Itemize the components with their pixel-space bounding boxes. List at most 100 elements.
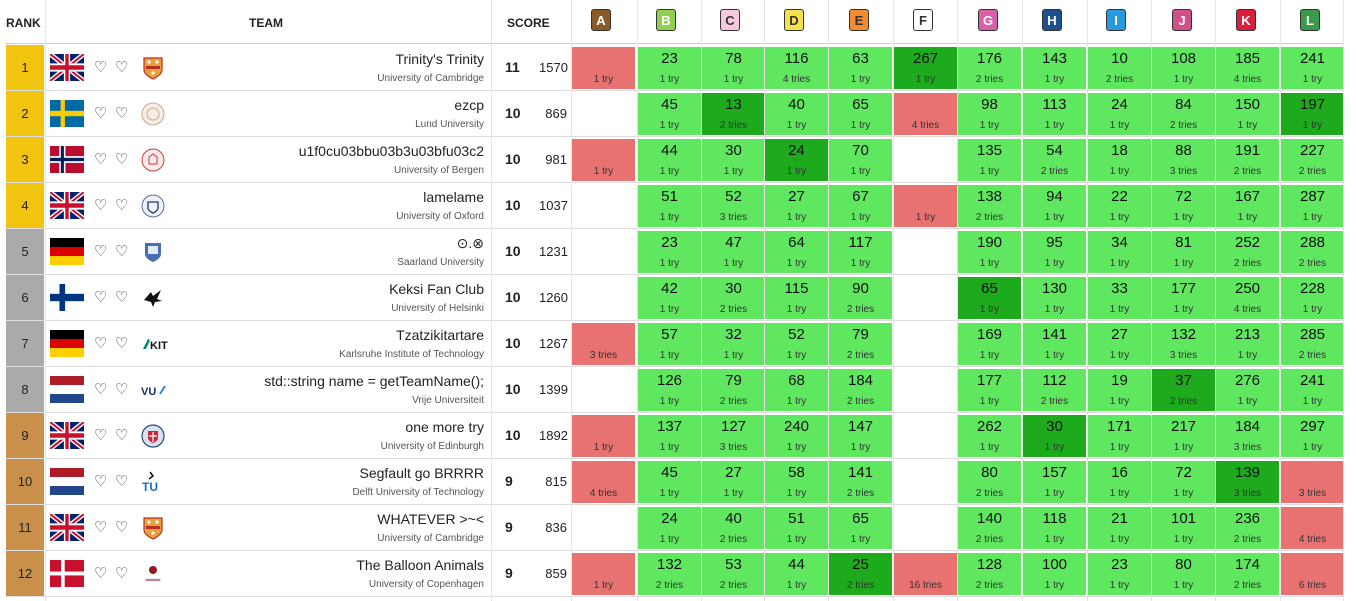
problem-cell-a[interactable]: [572, 231, 635, 273]
problem-cell-k[interactable]: 139 3 tries: [1216, 461, 1279, 503]
problem-cell-c[interactable]: 13 2 tries: [702, 93, 765, 135]
problem-cell-b[interactable]: 51 1 try: [638, 185, 701, 227]
problem-cell-l[interactable]: 285 2 tries: [1281, 323, 1344, 365]
problem-cell-f[interactable]: [894, 231, 957, 273]
problem-cell-k[interactable]: 150 1 try: [1216, 93, 1279, 135]
problem-cell-c[interactable]: 127 3 tries: [702, 415, 765, 457]
problem-f-header[interactable]: F: [913, 9, 933, 31]
problem-cell-g[interactable]: 177 1 try: [958, 369, 1021, 411]
team-name[interactable]: Tzatzikitartare: [396, 327, 484, 343]
problem-cell-h[interactable]: 141 1 try: [1023, 323, 1086, 365]
team-name[interactable]: ⊙.⊗: [456, 235, 484, 251]
favorite-heart-icon[interactable]: ♡: [115, 243, 129, 260]
problem-a-header[interactable]: A: [591, 9, 611, 31]
problem-cell-a[interactable]: 4 tries: [572, 461, 635, 503]
problem-c-header[interactable]: C: [720, 9, 740, 31]
problem-cell-g[interactable]: 176 2 tries: [958, 47, 1021, 89]
problem-cell-e[interactable]: 141 2 tries: [829, 461, 892, 503]
favorite-heart-icon[interactable]: ♡: [115, 473, 129, 490]
favorite-heart-icon[interactable]: ♡: [94, 335, 108, 352]
team-name[interactable]: ezcp: [454, 97, 484, 113]
problem-cell-d[interactable]: 27 1 try: [765, 185, 828, 227]
problem-cell-e[interactable]: 70 1 try: [829, 139, 892, 181]
problem-cell-a[interactable]: [572, 507, 635, 549]
problem-cell-d[interactable]: 24 1 try: [765, 139, 828, 181]
problem-cell-c[interactable]: 32 1 try: [702, 323, 765, 365]
problem-cell-i[interactable]: 18 1 try: [1088, 139, 1151, 181]
problem-cell-f[interactable]: [894, 415, 957, 457]
problem-cell-d[interactable]: 116 4 tries: [765, 47, 828, 89]
team-name[interactable]: lamelame: [423, 189, 484, 205]
problem-cell-g[interactable]: 262 1 try: [958, 415, 1021, 457]
problem-cell-i[interactable]: 24 1 try: [1088, 93, 1151, 135]
problem-cell-j[interactable]: 81 1 try: [1152, 231, 1215, 273]
problem-cell-g[interactable]: 128 2 tries: [958, 553, 1021, 595]
favorite-heart-icon[interactable]: ♡: [94, 473, 108, 490]
problem-cell-e[interactable]: 65 1 try: [829, 507, 892, 549]
problem-cell-j[interactable]: 72 1 try: [1152, 185, 1215, 227]
problem-cell-l[interactable]: 3 tries: [1281, 461, 1344, 503]
team-name[interactable]: u1f0cu03bbu03b3u03bfu03c2: [298, 143, 484, 159]
problem-cell-e[interactable]: 63 1 try: [829, 47, 892, 89]
problem-cell-l[interactable]: 287 1 try: [1281, 185, 1344, 227]
problem-cell-h[interactable]: 95 1 try: [1023, 231, 1086, 273]
favorite-heart-icon[interactable]: ♡: [115, 105, 129, 122]
score-column-header[interactable]: SCORE: [507, 16, 550, 30]
team-name[interactable]: Segfault go BRRRR: [359, 465, 484, 481]
problem-cell-d[interactable]: 115 1 try: [765, 277, 828, 319]
problem-cell-a[interactable]: 1 try: [572, 553, 635, 595]
problem-cell-e[interactable]: 25 2 tries: [829, 553, 892, 595]
problem-cell-b[interactable]: 57 1 try: [638, 323, 701, 365]
problem-cell-l[interactable]: 241 1 try: [1281, 47, 1344, 89]
problem-cell-l[interactable]: 4 tries: [1281, 507, 1344, 549]
problem-cell-g[interactable]: 138 2 tries: [958, 185, 1021, 227]
problem-e-header[interactable]: E: [849, 9, 869, 31]
problem-cell-j[interactable]: 72 1 try: [1152, 461, 1215, 503]
favorite-heart-icon[interactable]: ♡: [94, 105, 108, 122]
problem-cell-k[interactable]: 236 2 tries: [1216, 507, 1279, 549]
problem-cell-f[interactable]: 16 tries: [894, 553, 957, 595]
problem-l-header[interactable]: L: [1300, 9, 1320, 31]
problem-cell-c[interactable]: 78 1 try: [702, 47, 765, 89]
problem-cell-k[interactable]: 184 3 tries: [1216, 415, 1279, 457]
problem-j-header[interactable]: J: [1172, 9, 1192, 31]
problem-cell-i[interactable]: 34 1 try: [1088, 231, 1151, 273]
rank-column-header[interactable]: RANK: [6, 16, 41, 30]
problem-cell-l[interactable]: 227 2 tries: [1281, 139, 1344, 181]
problem-cell-d[interactable]: 68 1 try: [765, 369, 828, 411]
favorite-heart-icon[interactable]: ♡: [94, 59, 108, 76]
problem-cell-e[interactable]: 147 1 try: [829, 415, 892, 457]
problem-cell-k[interactable]: 252 2 tries: [1216, 231, 1279, 273]
problem-cell-c[interactable]: 53 2 tries: [702, 553, 765, 595]
favorite-heart-icon[interactable]: ♡: [115, 59, 129, 76]
problem-cell-d[interactable]: 52 1 try: [765, 323, 828, 365]
problem-cell-i[interactable]: 22 1 try: [1088, 185, 1151, 227]
problem-cell-h[interactable]: 94 1 try: [1023, 185, 1086, 227]
favorite-heart-icon[interactable]: ♡: [94, 381, 108, 398]
problem-cell-i[interactable]: 23 1 try: [1088, 553, 1151, 595]
problem-cell-b[interactable]: 24 1 try: [638, 507, 701, 549]
favorite-heart-icon[interactable]: ♡: [94, 151, 108, 168]
problem-cell-k[interactable]: 185 4 tries: [1216, 47, 1279, 89]
problem-cell-i[interactable]: 19 1 try: [1088, 369, 1151, 411]
problem-cell-h[interactable]: 118 1 try: [1023, 507, 1086, 549]
problem-cell-h[interactable]: 100 1 try: [1023, 553, 1086, 595]
problem-cell-j[interactable]: 37 2 tries: [1152, 369, 1215, 411]
problem-cell-f[interactable]: [894, 369, 957, 411]
problem-cell-e[interactable]: 67 1 try: [829, 185, 892, 227]
problem-cell-h[interactable]: 130 1 try: [1023, 277, 1086, 319]
problem-cell-d[interactable]: 51 1 try: [765, 507, 828, 549]
problem-cell-h[interactable]: 157 1 try: [1023, 461, 1086, 503]
favorite-heart-icon[interactable]: ♡: [115, 197, 129, 214]
favorite-heart-icon[interactable]: ♡: [94, 427, 108, 444]
favorite-heart-icon[interactable]: ♡: [115, 427, 129, 444]
problem-cell-c[interactable]: 30 2 tries: [702, 277, 765, 319]
problem-cell-j[interactable]: 101 1 try: [1152, 507, 1215, 549]
favorite-heart-icon[interactable]: ♡: [115, 289, 129, 306]
problem-cell-j[interactable]: 132 3 tries: [1152, 323, 1215, 365]
favorite-heart-icon[interactable]: ♡: [94, 565, 108, 582]
problem-cell-g[interactable]: 140 2 tries: [958, 507, 1021, 549]
problem-cell-a[interactable]: [572, 185, 635, 227]
favorite-heart-icon[interactable]: ♡: [94, 197, 108, 214]
problem-cell-k[interactable]: 213 1 try: [1216, 323, 1279, 365]
